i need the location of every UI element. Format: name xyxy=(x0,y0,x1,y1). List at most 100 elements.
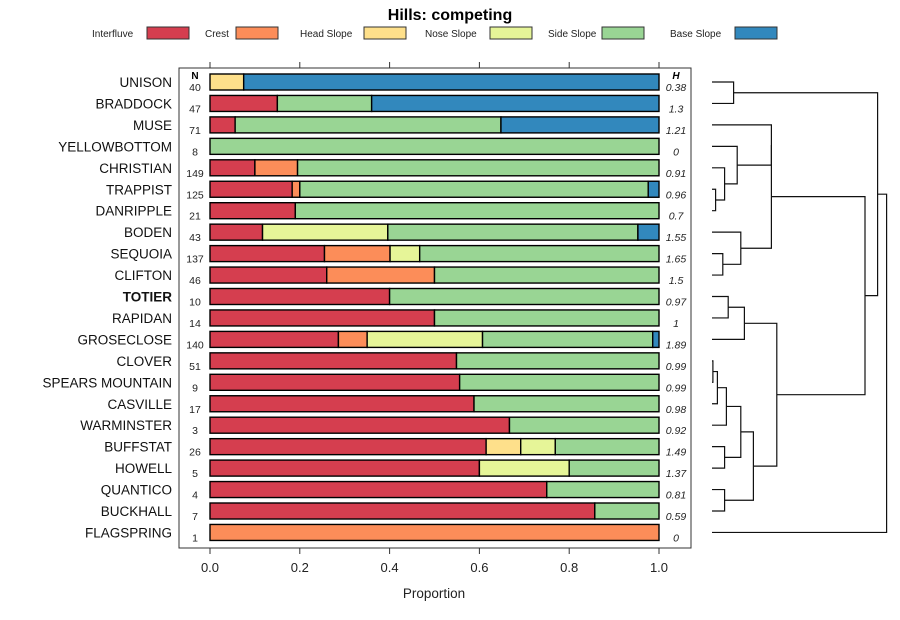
bar-row-clover: CLOVER 51 0.99 xyxy=(116,352,687,373)
bar-segment-interfluve xyxy=(209,395,475,413)
h-value: 0.38 xyxy=(666,82,687,94)
row-label: SPEARS MOUNTAIN xyxy=(42,375,172,390)
bar-segment-side-slope xyxy=(455,352,660,370)
bar-segment-nose-slope xyxy=(389,244,421,263)
h-column-header: H xyxy=(672,71,680,82)
n-value: 7 xyxy=(192,511,198,523)
n-value: 125 xyxy=(186,189,204,201)
bar-segment-interfluve xyxy=(209,201,297,220)
n-value: 43 xyxy=(189,232,201,244)
bar-segment-base-slope xyxy=(242,73,660,91)
bar-segment-side-slope xyxy=(387,223,639,241)
x-axis: 0.0 0.2 0.4 0.6 0.8 1.0 xyxy=(201,62,668,575)
legend-swatch-nose-slope xyxy=(489,26,533,40)
bar-segment-crest xyxy=(326,266,436,284)
bar-segment-side-slope xyxy=(594,502,660,520)
n-value: 8 xyxy=(192,146,198,158)
row-label: SEQUOIA xyxy=(110,247,172,262)
bar-segment-side-slope xyxy=(299,180,649,198)
row-label: BUCKHALL xyxy=(101,504,173,519)
bar-segment-side-slope xyxy=(388,287,660,306)
legend-label-head-slope: Head Slope xyxy=(300,29,353,40)
bar-row-braddock: BRADDOCK 47 1.3 xyxy=(95,94,684,115)
bar-segment-side-slope xyxy=(568,459,660,477)
row-label: TRAPPIST xyxy=(106,182,172,197)
row-label: CASVILLE xyxy=(107,397,172,412)
dendrogram-branch xyxy=(724,405,742,458)
x-tick-label: 0.2 xyxy=(291,560,309,575)
dendrogram-branch xyxy=(712,231,742,265)
bar-row-danripple: DANRIPPLE 21 0.7 xyxy=(95,201,684,223)
h-value: 0.99 xyxy=(666,361,687,373)
bar-segment-interfluve xyxy=(209,416,511,434)
legend-label-side-slope: Side Slope xyxy=(548,29,597,40)
bar-segment-interfluve xyxy=(209,437,487,456)
bar-segment-interfluve xyxy=(209,287,391,306)
n-value: 5 xyxy=(192,468,198,480)
bar-segment-side-slope xyxy=(296,159,660,177)
bar-segment-interfluve xyxy=(209,266,328,284)
row-label: MUSE xyxy=(133,118,172,133)
dendrogram-branch xyxy=(740,145,772,249)
n-value: 71 xyxy=(189,125,201,137)
bar-segment-interfluve xyxy=(209,352,458,370)
h-value: 1.65 xyxy=(666,254,687,266)
h-value: 0.59 xyxy=(666,511,687,523)
h-value: 1.5 xyxy=(669,275,684,287)
h-value: 1.89 xyxy=(666,339,687,351)
row-label: BRADDOCK xyxy=(95,96,172,111)
row-label: CLOVER xyxy=(116,354,172,369)
bar-segment-base-slope xyxy=(370,94,660,113)
h-value: 0.99 xyxy=(666,382,687,394)
dendrogram-branch xyxy=(712,81,735,105)
bar-segment-side-slope xyxy=(276,94,373,113)
x-tick-label: 1.0 xyxy=(650,560,668,575)
legend-swatch-base-slope xyxy=(734,26,778,40)
row-label: UNISON xyxy=(119,75,172,90)
bar-segment-side-slope xyxy=(234,116,502,134)
bar-segment-side-slope xyxy=(294,201,660,220)
chart-title: Hills: competing xyxy=(388,7,512,24)
bar-segment-interfluve xyxy=(209,159,256,177)
legend-swatch-head-slope xyxy=(363,26,407,40)
legend-label-nose-slope: Nose Slope xyxy=(425,29,477,40)
h-value: 1.3 xyxy=(669,103,684,115)
dendrogram-branch xyxy=(712,188,717,212)
legend-swatch-side-slope xyxy=(601,26,645,40)
bar-row-quantico: QUANTICO 4 0.81 xyxy=(101,480,686,502)
bar-row-clifton: CLIFTON 46 1.5 xyxy=(114,266,684,287)
row-label: TOTIER xyxy=(123,290,173,305)
dendrogram-branch xyxy=(712,193,888,534)
h-value: 1.55 xyxy=(666,232,687,244)
bar-segment-interfluve xyxy=(209,94,279,113)
row-label: BODEN xyxy=(124,225,172,240)
n-value: 21 xyxy=(189,211,201,223)
dendrogram-branch xyxy=(733,92,879,297)
bar-segment-crest xyxy=(209,523,660,542)
bar-segment-head-slope xyxy=(209,73,245,91)
bar-segment-nose-slope xyxy=(366,330,484,349)
n-value: 14 xyxy=(189,318,201,330)
x-tick-label: 0.6 xyxy=(470,560,488,575)
dendrogram-branch xyxy=(712,124,772,166)
x-axis-label: Proportion xyxy=(403,586,465,601)
bar-row-howell: HOWELL 5 1.37 xyxy=(115,459,687,480)
dendrogram-branch xyxy=(744,322,778,467)
bar-segment-side-slope xyxy=(554,437,660,456)
bar-segment-crest xyxy=(337,330,368,349)
bar-segment-interfluve xyxy=(209,330,340,349)
h-value: 0.92 xyxy=(666,425,687,437)
h-value: 0.96 xyxy=(666,189,687,201)
dendrogram xyxy=(712,81,888,534)
bar-segment-side-slope xyxy=(458,373,660,391)
n-value: 47 xyxy=(189,103,201,115)
bar-row-rapidan: RAPIDAN 14 1 xyxy=(112,309,679,330)
bar-row-sequoia: SEQUOIA 137 1.65 xyxy=(110,244,687,266)
bar-row-muse: MUSE 71 1.21 xyxy=(133,116,686,137)
bar-segment-side-slope xyxy=(546,480,660,499)
legend-swatch-interfluve xyxy=(146,26,190,40)
n-value: 51 xyxy=(189,361,201,373)
bar-segment-interfluve xyxy=(209,459,481,477)
legend-swatch-crest xyxy=(235,26,279,40)
bar-segment-side-slope xyxy=(418,244,660,263)
